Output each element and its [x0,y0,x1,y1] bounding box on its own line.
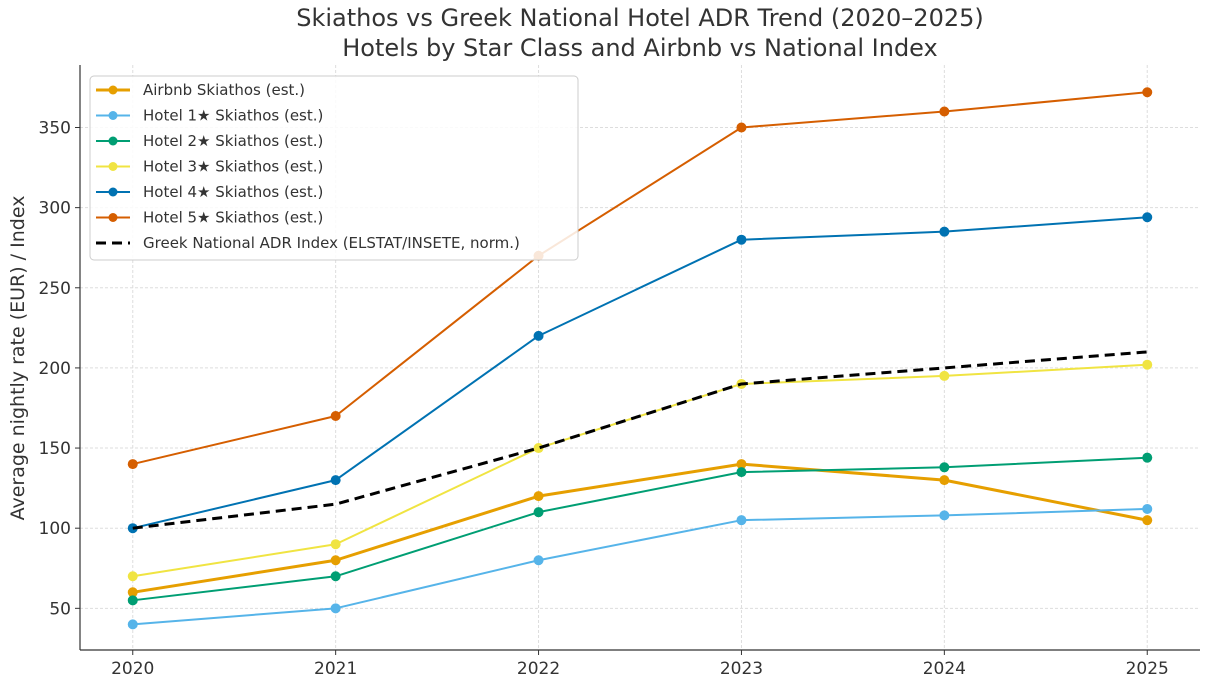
series-line [132,91,1148,466]
y-tick-label: 50 [49,599,71,619]
data-point [939,462,950,473]
data-point [1142,359,1153,370]
y-tick-label: 150 [39,439,71,459]
data-point [127,459,138,470]
y-tick-label: 250 [39,279,71,299]
data-point [330,475,341,486]
data-point [736,234,747,245]
data-point [330,539,341,550]
y-tick-label: 100 [39,519,71,539]
data-point [1142,503,1153,514]
data-point [939,370,950,381]
data-point [330,411,341,421]
legend-label: Airbnb Skiathos (est.) [143,81,305,99]
y-tick-label: 300 [39,199,71,219]
series-line [132,507,1148,626]
series-6 [132,350,1148,530]
legend-marker [108,162,118,171]
series-line [132,350,1148,530]
series-line [132,363,1148,578]
y-tick-label: 200 [39,359,71,379]
series-line [132,456,1148,602]
legend-marker [108,136,118,146]
series-2 [127,452,1153,606]
legend-marker [108,85,118,95]
x-tick-label: 2025 [1126,659,1169,678]
legend-label: Hotel 4★ Skiathos (est.) [143,183,323,201]
series-4 [127,212,1153,534]
series-1 [127,503,1153,630]
data-point [1142,212,1153,223]
data-point [127,619,138,630]
legend-label: Hotel 5★ Skiathos (est.) [143,209,323,227]
data-point [736,515,747,526]
data-point [939,106,950,117]
series-line [132,462,1148,594]
data-point [736,467,747,478]
chart-title-line-2: Hotels by Star Class and Airbnb vs Natio… [342,34,937,62]
legend-marker [108,187,118,197]
y-axis-label: Average nightly rate (EUR) / Index [7,196,29,521]
series-line [132,216,1148,530]
data-point [1142,452,1153,463]
data-point [533,330,544,341]
series-0 [127,459,1153,598]
legend-label: Hotel 3★ Skiathos (est.) [143,158,323,176]
data-point [533,443,544,454]
data-point [127,587,138,598]
series-5 [127,87,1153,470]
data-point [939,510,950,521]
data-point [939,475,950,486]
data-point [533,507,544,518]
data-point [127,571,138,582]
legend-marker [108,213,118,222]
data-point [533,491,544,502]
series-3 [127,359,1153,582]
legend-box [89,75,579,261]
data-point [330,571,341,582]
data-point [533,555,544,566]
data-point [939,226,950,237]
data-point [330,555,341,566]
data-point [1142,87,1153,98]
data-point [736,122,747,133]
x-tick-label: 2021 [314,659,357,678]
data-point [1142,515,1153,526]
legend-marker [108,111,118,120]
x-tick-label: 2023 [720,659,763,678]
x-tick-label: 2022 [517,659,560,678]
y-tick-label: 350 [39,119,71,139]
data-point [330,603,341,614]
legend-label: Greek National ADR Index (ELSTAT/INSETE,… [143,234,520,252]
data-point [127,595,138,606]
legend-label: Hotel 1★ Skiathos (est.) [143,107,323,125]
x-tick-label: 2024 [923,659,966,678]
legend-label: Hotel 2★ Skiathos (est.) [143,132,323,150]
data-point [736,459,747,470]
chart-title-line-1: Skiathos vs Greek National Hotel ADR Tre… [296,4,984,32]
x-tick-label: 2020 [111,659,154,678]
